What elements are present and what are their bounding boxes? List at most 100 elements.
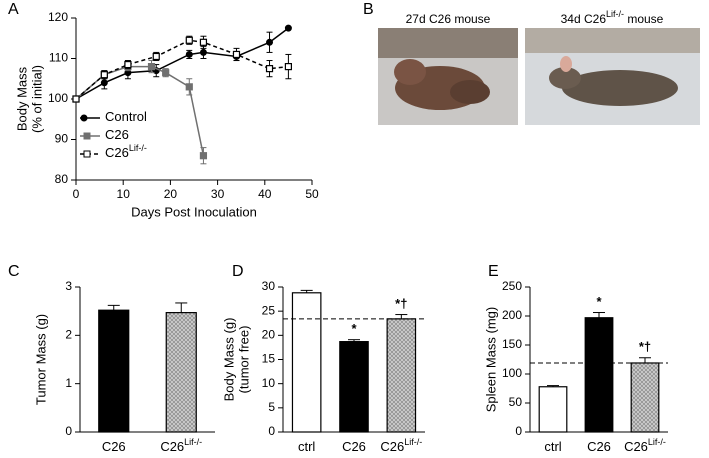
caption-sup: Lif-/- (606, 9, 624, 19)
annotation: *† (395, 296, 407, 311)
y-axis-label: Body Mass (g) (221, 318, 236, 402)
x-tick-label: 10 (117, 187, 131, 201)
photo-panel: B 27d C26 mouse 34d C26Lif-/- mouse (363, 1, 700, 125)
point (199, 48, 207, 56)
x-tick-label-sup: Lif-/- (648, 437, 666, 447)
x-tick-label: 0 (73, 187, 80, 201)
x-tick-label: 30 (211, 187, 225, 201)
x-tick-label-text: C26 (380, 439, 404, 454)
point (232, 50, 241, 59)
x-tick-label: C26Lif-/- (624, 437, 666, 454)
annotation: * (596, 294, 602, 309)
series-line (75, 27, 289, 100)
legend-label-text: C26 (105, 127, 129, 142)
y-tick-label: 3 (65, 279, 72, 293)
y-tick-label: 2 (65, 328, 72, 342)
point (266, 38, 274, 46)
y-tick-label: 0 (268, 424, 275, 438)
y-tick-label: 10 (262, 376, 276, 390)
point (185, 50, 193, 58)
point (199, 38, 208, 46)
point (152, 52, 160, 61)
photo-caption: 27d C26 mouse (406, 12, 491, 26)
y-tick-label: 30 (262, 279, 276, 293)
bar (538, 386, 568, 433)
point (199, 152, 208, 160)
x-axis-label: Days Post Inoculation (131, 204, 257, 219)
y-tick-label: 100 (48, 91, 68, 105)
y-axis-label: Body Mass (14, 66, 29, 131)
x-tick-label: 50 (305, 187, 319, 201)
legend-label: Control (105, 109, 147, 124)
x-tick-label-sup: Lif-/- (404, 437, 422, 447)
caption-text: mouse (624, 12, 664, 26)
legend-marker (83, 150, 91, 158)
caption-text: 34d C26 (561, 12, 607, 26)
x-tick-label-text: C26 (160, 439, 184, 454)
x-tick-label: C26Lif-/- (380, 437, 422, 454)
y-tick-label: 120 (48, 10, 68, 24)
legend-label: C26 (105, 127, 129, 142)
legend-label: C26Lif-/- (105, 143, 147, 160)
y-tick-label: 250 (502, 279, 522, 293)
x-tick-label: C26 (342, 439, 366, 454)
point (124, 60, 132, 69)
point (162, 69, 170, 77)
x-tick-label-text: C26 (587, 439, 611, 454)
x-tick-label-sup: Lif-/- (184, 437, 202, 447)
legend-label-sup: Lif-/- (129, 143, 147, 153)
bar (339, 341, 369, 433)
point (72, 95, 80, 103)
bar (386, 318, 417, 433)
photo (378, 28, 518, 125)
legend-label-text: C26 (105, 145, 129, 160)
x-tick-label-text: C26 (102, 439, 126, 454)
x-tick-label: 20 (164, 187, 178, 201)
x-tick-label: C26Lif-/- (160, 437, 202, 454)
panel-label: B (363, 1, 374, 18)
photo (525, 28, 700, 125)
y-tick-label: 80 (55, 172, 69, 186)
y-tick-label: 0 (515, 424, 522, 438)
y-tick-label: 25 (262, 303, 276, 317)
bar (291, 292, 322, 433)
bar (584, 317, 614, 433)
x-tick-label: 40 (258, 187, 272, 201)
annotation: *† (639, 339, 651, 354)
y-tick-label: 110 (49, 51, 68, 65)
photo-caption: 34d C26Lif-/- mouse (561, 9, 664, 26)
y-tick-label: 20 (262, 328, 276, 342)
point (185, 83, 193, 91)
y-tick-label: 1 (65, 376, 72, 390)
y-axis-label: (% of initial) (29, 65, 44, 133)
point (185, 36, 193, 44)
point (100, 79, 108, 87)
x-tick-label-text: C26 (342, 439, 366, 454)
point (147, 62, 156, 71)
panel-label: D (232, 263, 244, 280)
legend-marker (80, 114, 88, 122)
annotation: * (351, 321, 357, 336)
bar (98, 309, 130, 433)
y-axis-label: (tumor free) (236, 326, 251, 394)
x-tick-label-text: ctrl (298, 439, 315, 454)
y-tick-label: 50 (509, 395, 523, 409)
panel-label: A (8, 1, 19, 18)
panel-label: C (8, 263, 20, 280)
series-line (75, 39, 289, 100)
bar (165, 312, 197, 433)
x-tick-label: ctrl (298, 439, 315, 454)
y-tick-label: 5 (268, 400, 275, 414)
y-axis-label: Tumor Mass (g) (33, 314, 48, 405)
y-tick-label: 150 (502, 337, 522, 351)
point (265, 65, 274, 73)
bar (630, 362, 660, 433)
panel-label: E (488, 263, 499, 280)
x-tick-label: C26 (587, 439, 611, 454)
x-tick-label-text: ctrl (544, 439, 561, 454)
legend-marker (83, 132, 91, 140)
x-tick-label: C26 (102, 439, 126, 454)
y-tick-label: 15 (262, 352, 276, 366)
point (100, 71, 108, 79)
